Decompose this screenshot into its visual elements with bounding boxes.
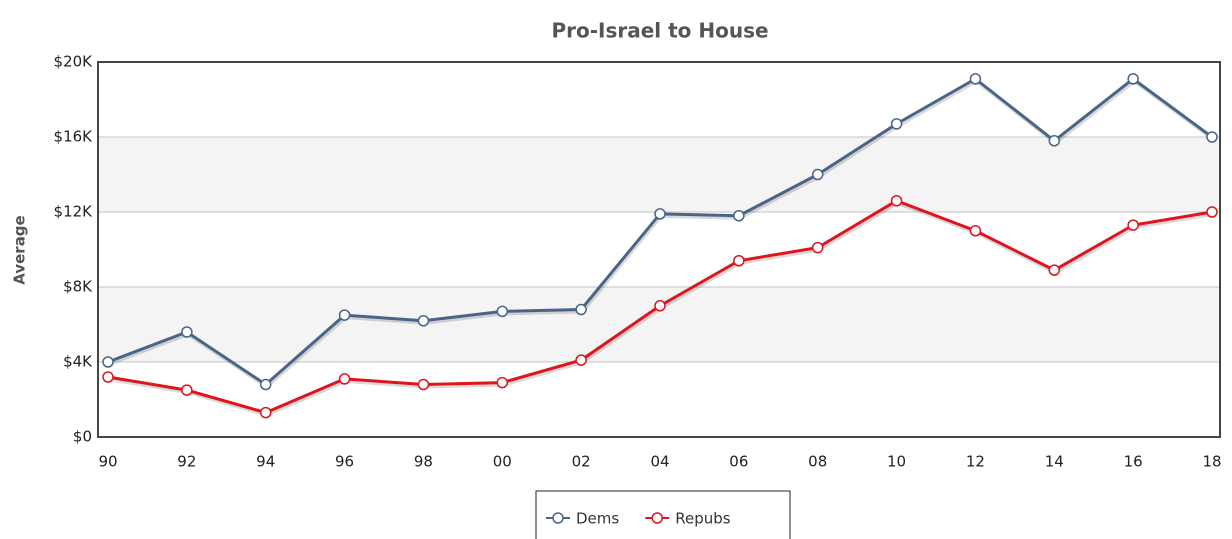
data-point — [102, 356, 114, 368]
data-point — [1127, 73, 1139, 85]
x-tick-label: 04 — [650, 453, 669, 471]
legend-label: Dems — [576, 510, 619, 528]
data-point — [969, 225, 982, 237]
data-point — [259, 406, 272, 419]
data-point — [733, 210, 745, 222]
plot-band — [98, 137, 1220, 212]
plot-frame — [97, 61, 1221, 438]
x-tick-label: 14 — [1045, 453, 1064, 471]
x-tick-label: 00 — [493, 453, 512, 471]
data-point — [654, 300, 666, 312]
y-tick-label: $20K — [54, 53, 94, 71]
chart-title: Pro-Israel to House — [551, 19, 768, 43]
y-tick-label: $0 — [73, 428, 92, 446]
x-tick-label: 92 — [177, 453, 196, 471]
data-point — [1206, 131, 1218, 143]
y-tick-label: $16K — [54, 128, 94, 146]
data-point — [496, 305, 509, 318]
y-axis-label: Average — [11, 215, 29, 284]
data-point — [575, 354, 587, 366]
y-tick-label: $8K — [63, 278, 93, 296]
data-point — [102, 371, 114, 383]
y-tick-label: $4K — [63, 353, 93, 371]
x-tick-label: 06 — [729, 453, 748, 471]
data-point — [575, 303, 587, 316]
x-tick-label: 12 — [966, 453, 985, 471]
data-point — [811, 168, 824, 181]
data-point — [1206, 206, 1218, 218]
x-tick-label: 08 — [808, 453, 827, 471]
x-tick-label: 96 — [335, 453, 354, 471]
x-tick-label: 18 — [1202, 453, 1221, 471]
data-point — [496, 376, 509, 389]
data-point — [338, 309, 351, 321]
x-tick-label: 16 — [1124, 453, 1143, 471]
data-point — [1048, 264, 1061, 276]
data-point — [181, 384, 193, 396]
data-point — [969, 73, 982, 85]
data-point — [733, 255, 745, 267]
data-point — [417, 378, 430, 391]
legend-marker — [651, 512, 663, 524]
data-point — [1048, 135, 1061, 147]
data-point — [811, 241, 824, 254]
data-point — [890, 118, 903, 130]
data-point — [1127, 219, 1139, 231]
x-tick-label: 02 — [572, 453, 591, 471]
x-tick-label: 98 — [414, 453, 433, 471]
plot-band — [98, 287, 1220, 362]
data-point — [259, 378, 272, 391]
y-tick-label: $12K — [54, 203, 94, 221]
legend-marker — [552, 512, 564, 524]
data-point — [890, 195, 903, 207]
x-tick-label: 10 — [887, 453, 906, 471]
x-tick-label: 90 — [98, 453, 117, 471]
x-tick-label: 94 — [256, 453, 275, 471]
legend-box — [535, 490, 791, 539]
data-point — [181, 326, 193, 338]
data-point — [338, 373, 351, 385]
data-point — [417, 315, 430, 327]
legend: Dems Repubs — [535, 490, 791, 539]
data-point — [654, 208, 666, 220]
legend-label: Repubs — [675, 510, 731, 528]
